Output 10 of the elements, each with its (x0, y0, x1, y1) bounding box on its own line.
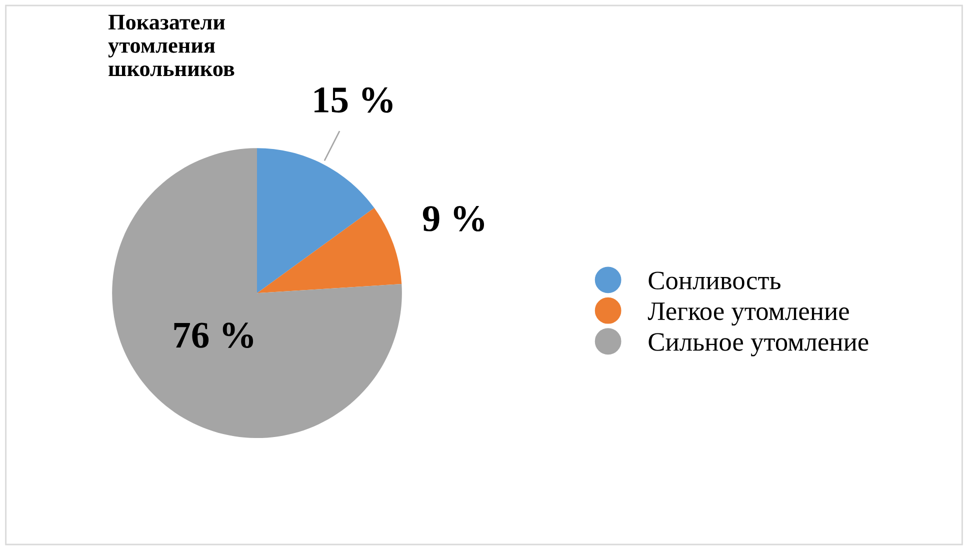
data-label: 76 % (174, 322, 254, 348)
data-label: 15 % (314, 87, 392, 113)
pie-slice (257, 148, 374, 294)
pie-slice (112, 148, 402, 438)
pie-slice (257, 208, 402, 294)
data-label: 9 % (422, 206, 484, 232)
legend-label: Легкое утомление (648, 302, 849, 326)
legend-label: Сильное утомление (648, 333, 868, 356)
chart-title: Показатели утомления школьников (108, 14, 234, 76)
legend-label: Сонливость (648, 272, 780, 290)
